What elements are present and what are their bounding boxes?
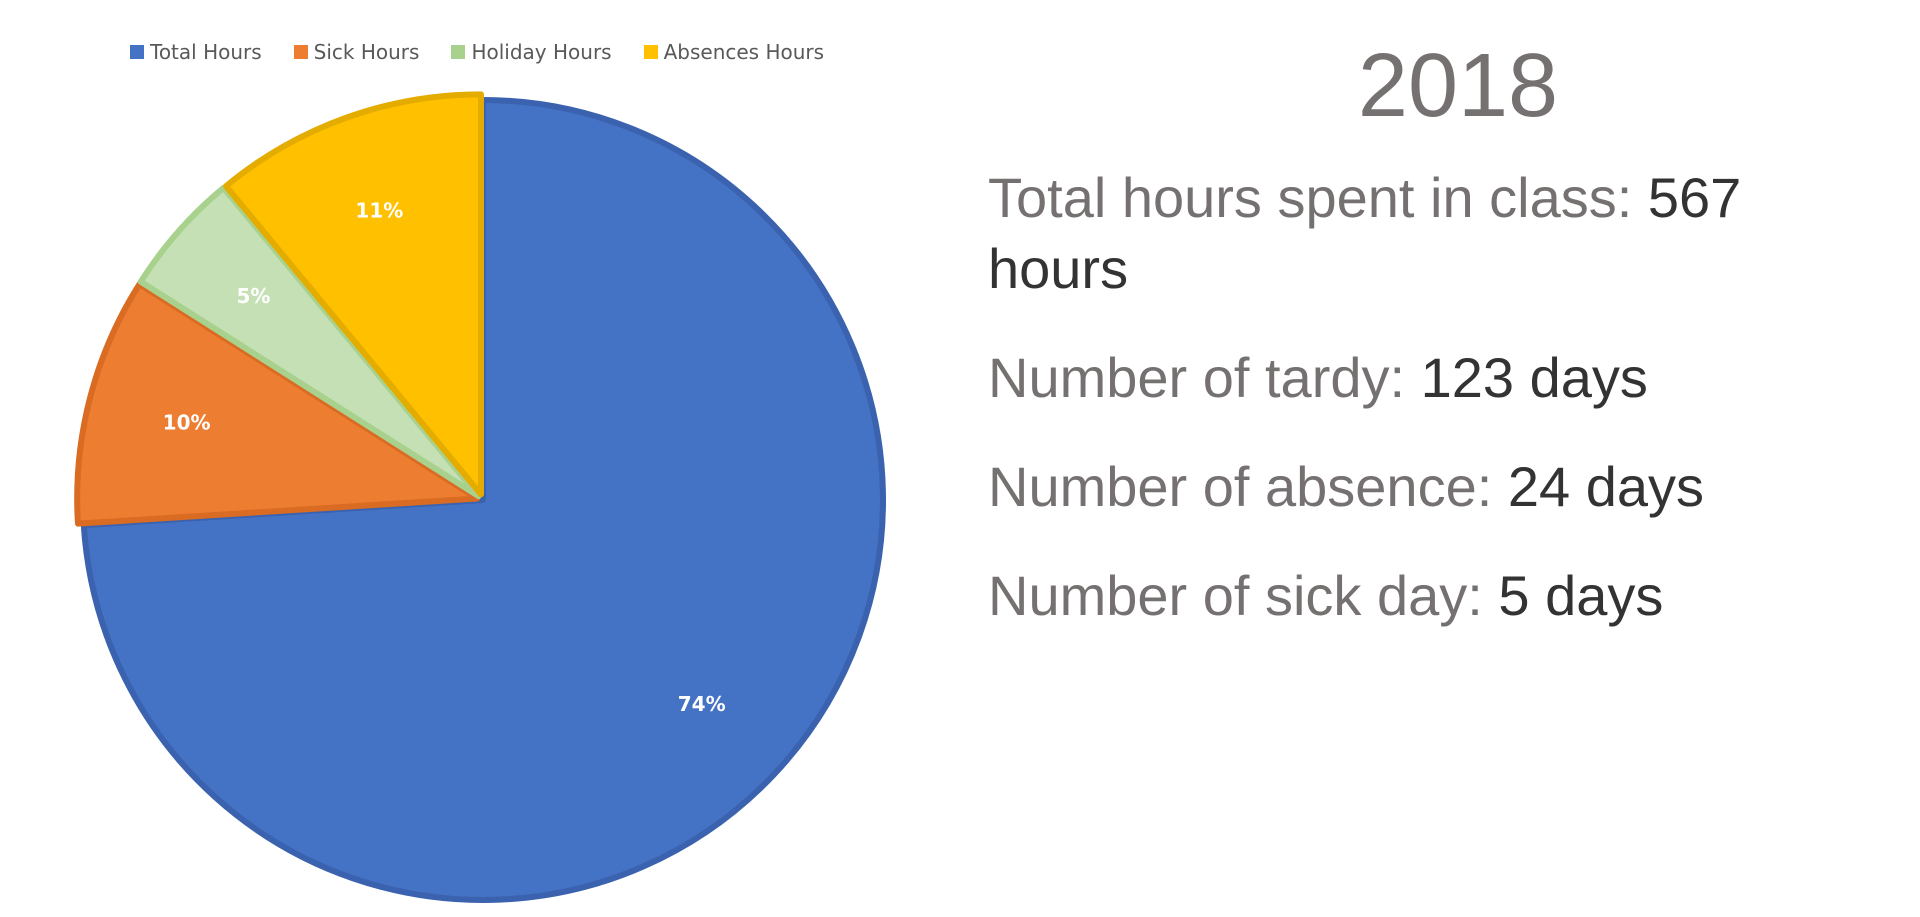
pie-slice-absences-hours: [222, 91, 484, 498]
stat-sick-day: Number of sick day: 5 days: [988, 560, 1888, 631]
pie-data-labels: 74% 10% 5% 11%: [163, 199, 726, 716]
stat-total-hours-label: Total hours spent in class:: [988, 166, 1648, 229]
stat-absence: Number of absence: 24 days: [988, 451, 1888, 522]
stat-sick-day-label: Number of sick day:: [988, 564, 1499, 627]
info-panel: 2018 Total hours spent in class: 567 hou…: [988, 30, 1888, 669]
pie-slice-holiday-hours: [137, 184, 482, 500]
legend-item-absences-hours: Absences Hours: [643, 40, 825, 64]
chart-legend: Total Hours Sick Hours Holiday Hours Abs…: [130, 40, 824, 64]
pie-slice-total-hours: [80, 97, 886, 903]
stat-sick-day-value: 5 days: [1498, 564, 1664, 627]
stat-tardy-value: 123 days: [1420, 346, 1648, 409]
legend-label-holiday-hours: Holiday Hours: [471, 40, 612, 64]
legend-item-sick-hours: Sick Hours: [293, 40, 420, 64]
data-label-absences-hours: 11%: [355, 199, 403, 223]
stat-total-hours-value: 567 hours: [988, 166, 1742, 300]
legend-swatch-total-hours: [130, 45, 144, 59]
stat-total-hours: Total hours spent in class: 567 hours: [988, 162, 1888, 304]
legend-label-absences-hours: Absences Hours: [663, 40, 825, 64]
stat-absence-value: 24 days: [1507, 455, 1704, 518]
stat-tardy-label: Number of tardy:: [988, 346, 1421, 409]
legend-item-total-hours: Total Hours: [130, 40, 262, 64]
legend-swatch-absences-hours: [643, 45, 658, 59]
stat-tardy: Number of tardy: 123 days: [988, 342, 1888, 413]
legend-swatch-holiday-hours: [451, 45, 466, 59]
data-label-sick-hours: 10%: [163, 410, 211, 434]
pie-chart: 74% 10% 5% 11%: [74, 91, 886, 903]
legend-label-total-hours: Total Hours: [150, 40, 262, 64]
pie-slices: [74, 91, 886, 903]
legend-swatch-sick-hours: [293, 45, 308, 59]
legend-item-holiday-hours: Holiday Hours: [451, 40, 612, 64]
legend-label-sick-hours: Sick Hours: [313, 40, 420, 64]
stat-absence-label: Number of absence:: [988, 455, 1508, 518]
year-title: 2018: [1357, 36, 1559, 136]
data-label-total-hours: 74%: [678, 692, 726, 716]
data-label-holiday-hours: 5%: [236, 284, 270, 308]
pie-slice-sick-hours: [74, 281, 481, 527]
